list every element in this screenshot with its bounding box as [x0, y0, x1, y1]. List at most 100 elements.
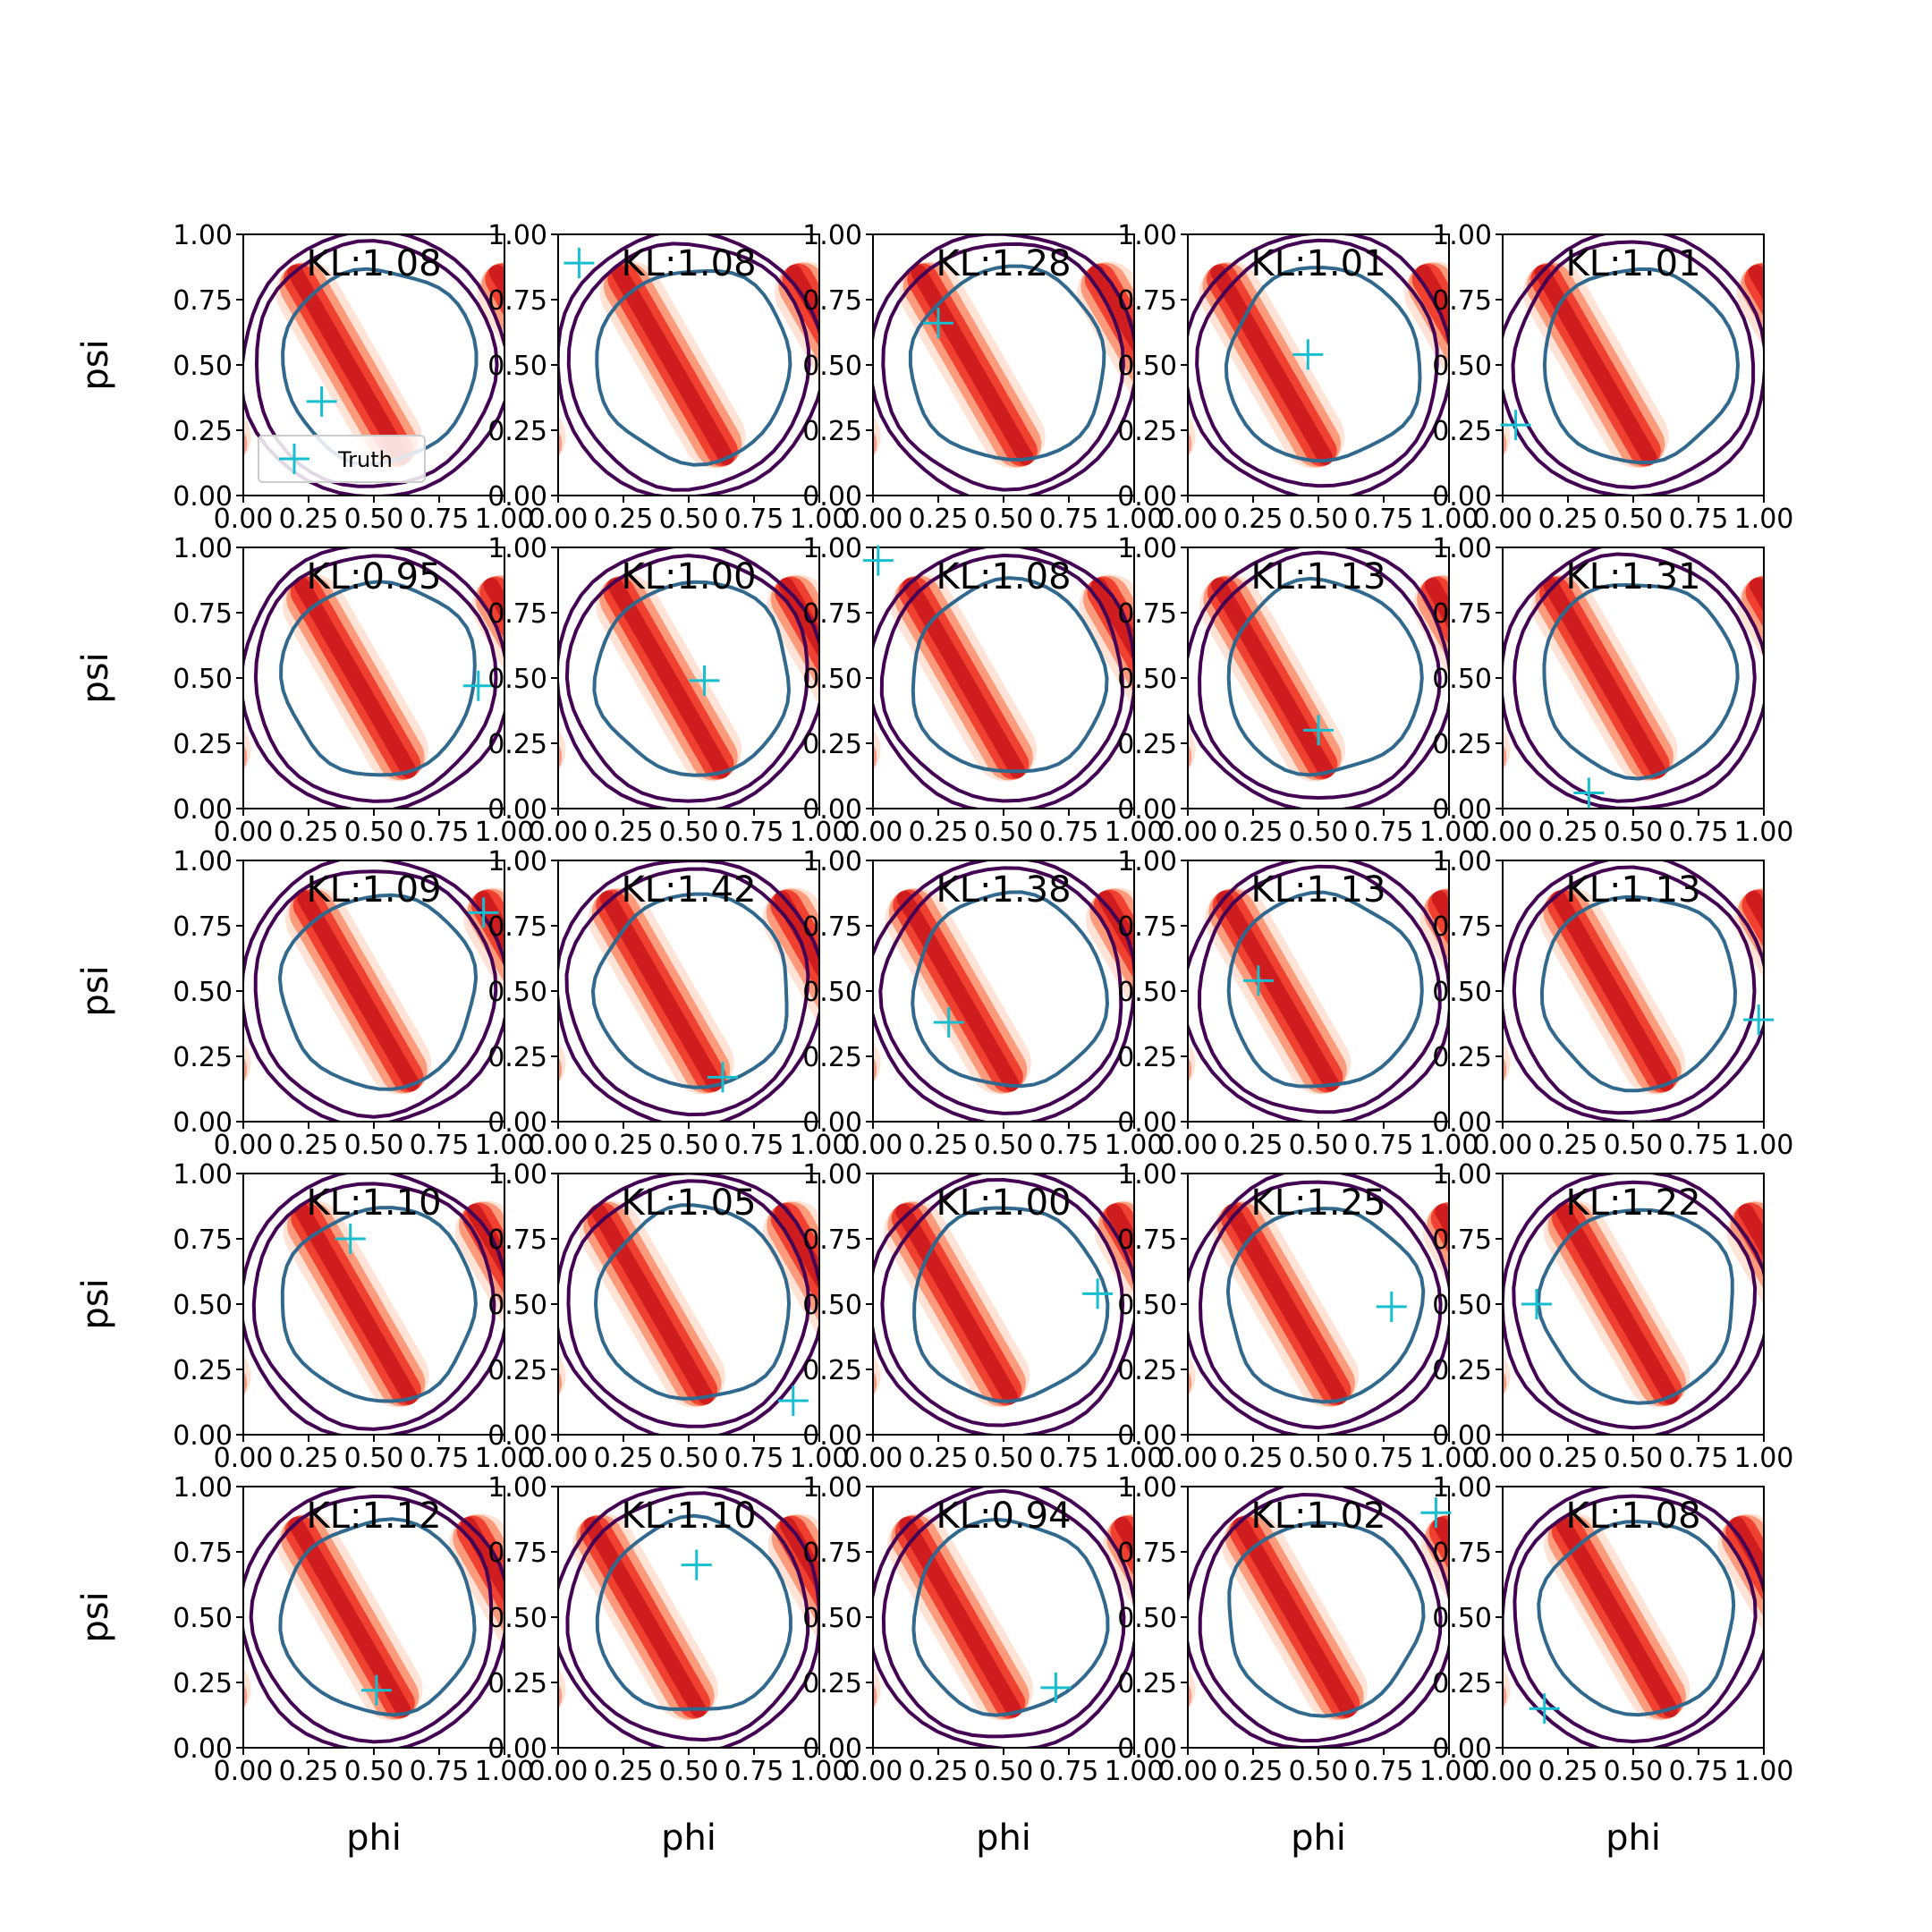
- x-tick-label: 0.00: [214, 504, 274, 535]
- y-tick-label: 1.00: [173, 1159, 233, 1191]
- y-tick-label: 0.00: [1117, 481, 1177, 513]
- truth-marker: [681, 1549, 712, 1580]
- y-axis-label: psi: [75, 652, 116, 703]
- y-tick-label: 0.50: [173, 1603, 233, 1634]
- x-tick-label: 0.50: [1604, 1130, 1664, 1161]
- truth-marker: [1500, 410, 1531, 441]
- kl-annotation: KL:1.38: [936, 869, 1071, 911]
- subplot-panel: 0.000.000.250.250.500.500.750.751.001.00…: [802, 1159, 1165, 1474]
- x-tick-label: 0.00: [214, 1756, 274, 1787]
- contour-middle: [1198, 1180, 1443, 1430]
- x-tick-label: 0.00: [1158, 817, 1218, 848]
- y-tick-label: 0.50: [1117, 351, 1177, 382]
- plot-area: [873, 547, 1134, 809]
- y-tick-label: 0.50: [173, 1290, 233, 1321]
- contour-middle: [1511, 240, 1756, 490]
- density-band: [288, 1517, 411, 1718]
- legend-box: [258, 435, 426, 483]
- contour-middle: [880, 1177, 1125, 1428]
- x-tick-label: 0.50: [659, 1130, 719, 1161]
- contour-middle: [566, 242, 811, 492]
- y-tick-label: 1.00: [1432, 1159, 1492, 1191]
- x-tick-label: 1.00: [475, 504, 535, 535]
- kl-annotation: KL:0.94: [936, 1496, 1071, 1537]
- x-tick-label: 0.25: [594, 1443, 654, 1474]
- x-tick-label: 0.25: [909, 504, 969, 535]
- y-tick-label: 0.25: [802, 416, 862, 447]
- y-tick-label: 0.25: [1117, 1668, 1177, 1699]
- x-tick-label: 0.75: [410, 817, 470, 848]
- truth-marker: [1376, 1291, 1407, 1322]
- y-tick-label: 0.75: [1117, 1224, 1177, 1256]
- truth-marker: [1040, 1672, 1072, 1703]
- contour-middle: [253, 554, 498, 803]
- contour-middle: [254, 239, 499, 488]
- x-tick-label: 0.75: [1039, 1443, 1099, 1474]
- subplot-panel: 0.000.000.250.250.500.500.750.751.001.00…: [75, 220, 535, 535]
- x-tick-label: 1.00: [475, 1130, 535, 1161]
- y-tick-label: 0.25: [173, 729, 233, 760]
- contour-outer: [558, 860, 819, 1122]
- contour-outer: [1188, 234, 1449, 496]
- y-tick-label: 1.00: [1117, 220, 1177, 251]
- density-band: [607, 578, 730, 779]
- kl-annotation: KL:1.00: [621, 556, 756, 597]
- plot-area: [558, 1487, 819, 1748]
- density-band: [1534, 265, 1657, 466]
- contour-inner: [1226, 890, 1424, 1089]
- plot-area: [873, 1487, 1134, 1748]
- y-tick-label: 0.75: [1117, 911, 1177, 943]
- plot-area: [1503, 234, 1764, 496]
- x-tick-label: 0.25: [1224, 1756, 1284, 1787]
- contour-middle: [1512, 1180, 1758, 1430]
- x-tick-label: 0.00: [843, 817, 903, 848]
- x-tick-label: 0.50: [1604, 504, 1664, 535]
- y-tick-label: 0.75: [802, 911, 862, 943]
- density-band: [778, 578, 819, 779]
- x-tick-label: 0.75: [724, 1443, 784, 1474]
- y-axis-label: psi: [75, 1591, 116, 1642]
- subplot-panel: 0.000.000.250.250.500.500.750.751.001.00…: [1117, 846, 1479, 1161]
- y-tick-label: 0.25: [487, 416, 547, 447]
- density-band: [775, 1204, 819, 1405]
- x-tick-label: 0.00: [1158, 1756, 1218, 1787]
- contour-middle: [1513, 552, 1757, 803]
- y-tick-label: 0.25: [1117, 416, 1177, 447]
- x-tick-label: 0.75: [1669, 504, 1729, 535]
- y-tick-label: 1.00: [802, 846, 862, 877]
- contour-outer: [873, 1487, 1134, 1748]
- y-tick-label: 0.75: [173, 1538, 233, 1569]
- subplot-panel: 0.000.000.250.250.500.500.750.751.001.00…: [487, 1472, 849, 1859]
- y-tick-label: 0.00: [487, 1107, 547, 1139]
- x-tick-label: 0.50: [1289, 1443, 1349, 1474]
- density-band: [1216, 891, 1339, 1092]
- plot-area: [558, 860, 819, 1122]
- y-tick-label: 1.00: [1432, 1472, 1492, 1504]
- y-tick-label: 0.25: [487, 1042, 547, 1073]
- truth-marker: [1573, 777, 1605, 809]
- y-tick-label: 0.00: [1117, 1420, 1177, 1452]
- y-tick-label: 0.75: [487, 1538, 547, 1569]
- x-tick-label: 0.00: [1158, 504, 1218, 535]
- y-tick-label: 0.25: [1117, 1042, 1177, 1073]
- truth-marker: [1303, 715, 1334, 746]
- legend-label: Truth: [337, 447, 393, 472]
- plot-area: [873, 860, 1134, 1122]
- contour-outer: [1503, 1174, 1764, 1435]
- density-band: [294, 1204, 418, 1405]
- x-tick-label: 1.00: [1105, 1443, 1165, 1474]
- contour-inner: [1224, 266, 1422, 463]
- contour-outer: [1188, 547, 1449, 809]
- density-band: [786, 265, 819, 466]
- x-tick-label: 0.50: [974, 1756, 1034, 1787]
- contour-inner: [281, 267, 479, 467]
- y-tick-label: 0.00: [173, 1733, 233, 1765]
- x-tick-label: 0.25: [909, 1130, 969, 1161]
- x-tick-label: 0.75: [1039, 504, 1099, 535]
- x-tick-label: 0.25: [279, 817, 339, 848]
- density-band: [1551, 891, 1674, 1092]
- kl-annotation: KL:1.25: [1250, 1182, 1385, 1224]
- y-tick-label: 0.50: [1432, 351, 1492, 382]
- x-tick-label: 1.00: [1734, 1130, 1794, 1161]
- contour-outer: [558, 1174, 819, 1435]
